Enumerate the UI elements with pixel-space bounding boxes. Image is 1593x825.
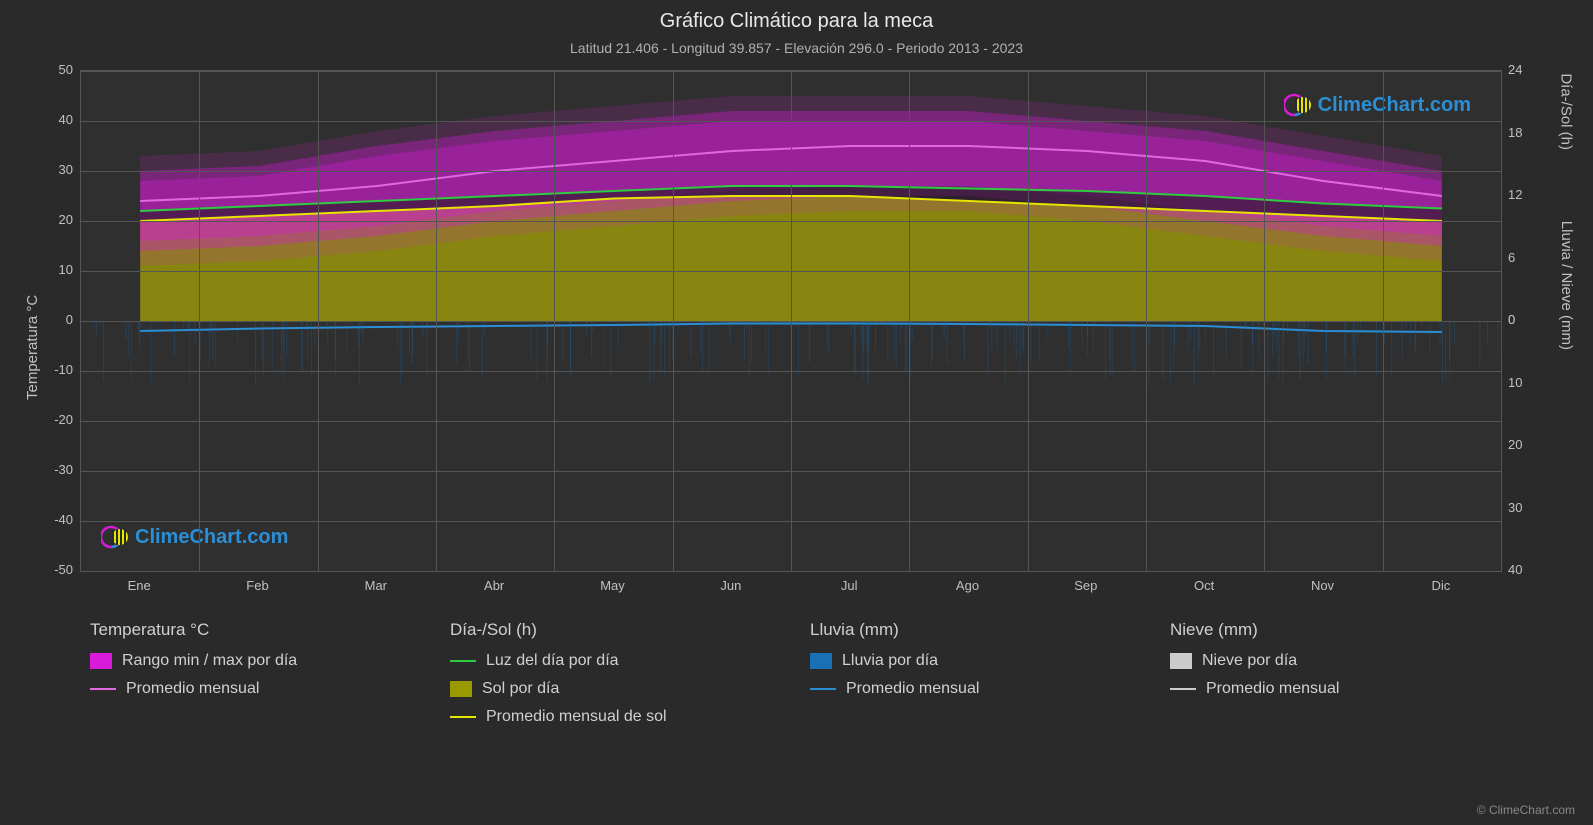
legend-swatch-icon <box>1170 653 1192 669</box>
y-left-tick: -20 <box>35 412 73 427</box>
y-left-tick: 20 <box>35 212 73 227</box>
plot-area: ClimeChart.com ClimeChart.com <box>80 70 1502 572</box>
legend-item: Lluvia por día <box>810 652 1130 670</box>
legend-item-label: Rango min / max por día <box>122 652 297 670</box>
x-month-tick: Mar <box>351 578 401 593</box>
legend-group-title: Nieve (mm) <box>1170 620 1490 640</box>
legend-line-icon <box>450 660 476 662</box>
y-right-bottom-tick: 0 <box>1508 312 1515 327</box>
legend-group: Día-/Sol (h) Luz del día por día Sol por d… <box>450 620 770 736</box>
y-right-top-tick: 18 <box>1508 125 1522 140</box>
legend-item: Promedio mensual <box>1170 680 1490 698</box>
watermark-top: ClimeChart.com <box>1284 91 1471 119</box>
legend-line-icon <box>1170 688 1196 690</box>
x-month-tick: Ene <box>114 578 164 593</box>
legend-item: Rango min / max por día <box>90 652 410 670</box>
x-month-tick: Nov <box>1298 578 1348 593</box>
legend-swatch-icon <box>450 681 472 697</box>
legend-item-label: Promedio mensual <box>1206 680 1339 698</box>
watermark-text: ClimeChart.com <box>135 526 288 549</box>
y-left-tick: 50 <box>35 62 73 77</box>
copyright-text: © ClimeChart.com <box>1477 803 1575 817</box>
x-month-tick: Abr <box>469 578 519 593</box>
legend-swatch-icon <box>810 653 832 669</box>
legend-line-icon <box>90 688 116 690</box>
legend-item-label: Promedio mensual de sol <box>486 708 667 726</box>
legend-line-icon <box>810 688 836 690</box>
y-left-tick: -30 <box>35 462 73 477</box>
legend-group-title: Día-/Sol (h) <box>450 620 770 640</box>
legend-group-title: Temperatura °C <box>90 620 410 640</box>
legend-item-label: Luz del día por día <box>486 652 619 670</box>
legend-item: Luz del día por día <box>450 652 770 670</box>
legend: Temperatura °C Rango min / max por día Pro… <box>90 620 1490 736</box>
x-month-tick: Jul <box>824 578 874 593</box>
legend-item: Promedio mensual <box>810 680 1130 698</box>
y-left-tick: 40 <box>35 112 73 127</box>
x-month-tick: Oct <box>1179 578 1229 593</box>
climate-chart: Gráfico Climático para la meca Latitud 2… <box>0 0 1593 825</box>
legend-swatch-icon <box>90 653 112 669</box>
legend-group: Nieve (mm) Nieve por día Promedio mensual <box>1170 620 1490 736</box>
y-right-bottom-tick: 10 <box>1508 375 1522 390</box>
y-axis-left-label: Temperatura °C <box>24 295 41 400</box>
watermark-text: ClimeChart.com <box>1318 94 1471 117</box>
y-right-bottom-tick: 20 <box>1508 437 1522 452</box>
y-left-tick: -40 <box>35 512 73 527</box>
y-left-tick: 10 <box>35 262 73 277</box>
x-month-tick: Jun <box>706 578 756 593</box>
chart-subtitle: Latitud 21.406 - Longitud 39.857 - Eleva… <box>0 40 1593 56</box>
y-right-bottom-tick: 40 <box>1508 562 1522 577</box>
x-month-tick: Dic <box>1416 578 1466 593</box>
climechart-logo-icon <box>101 523 129 551</box>
legend-item: Nieve por día <box>1170 652 1490 670</box>
legend-group: Lluvia (mm) Lluvia por día Promedio mensua… <box>810 620 1130 736</box>
y-left-tick: -10 <box>35 362 73 377</box>
legend-item: Promedio mensual <box>90 680 410 698</box>
y-axis-right-bottom-label: Lluvia / Nieve (mm) <box>1558 221 1575 350</box>
legend-item-label: Sol por día <box>482 680 559 698</box>
y-left-tick: -50 <box>35 562 73 577</box>
legend-group-title: Lluvia (mm) <box>810 620 1130 640</box>
climechart-logo-icon <box>1284 91 1312 119</box>
legend-item-label: Lluvia por día <box>842 652 938 670</box>
x-month-tick: Ago <box>943 578 993 593</box>
legend-item: Promedio mensual de sol <box>450 708 770 726</box>
legend-item-label: Promedio mensual <box>126 680 259 698</box>
watermark-bottom: ClimeChart.com <box>101 523 288 551</box>
x-month-tick: Sep <box>1061 578 1111 593</box>
x-month-tick: Feb <box>233 578 283 593</box>
y-right-top-tick: 6 <box>1508 250 1515 265</box>
legend-item-label: Nieve por día <box>1202 652 1297 670</box>
legend-item: Sol por día <box>450 680 770 698</box>
x-month-tick: May <box>588 578 638 593</box>
legend-group: Temperatura °C Rango min / max por día Pro… <box>90 620 410 736</box>
y-right-top-tick: 12 <box>1508 187 1522 202</box>
y-axis-right-top-label: Día-/Sol (h) <box>1558 73 1575 150</box>
chart-title: Gráfico Climático para la meca <box>0 10 1593 33</box>
legend-line-icon <box>450 716 476 718</box>
y-left-tick: 0 <box>35 312 73 327</box>
y-right-bottom-tick: 30 <box>1508 500 1522 515</box>
legend-item-label: Promedio mensual <box>846 680 979 698</box>
y-left-tick: 30 <box>35 162 73 177</box>
y-right-top-tick: 24 <box>1508 62 1522 77</box>
